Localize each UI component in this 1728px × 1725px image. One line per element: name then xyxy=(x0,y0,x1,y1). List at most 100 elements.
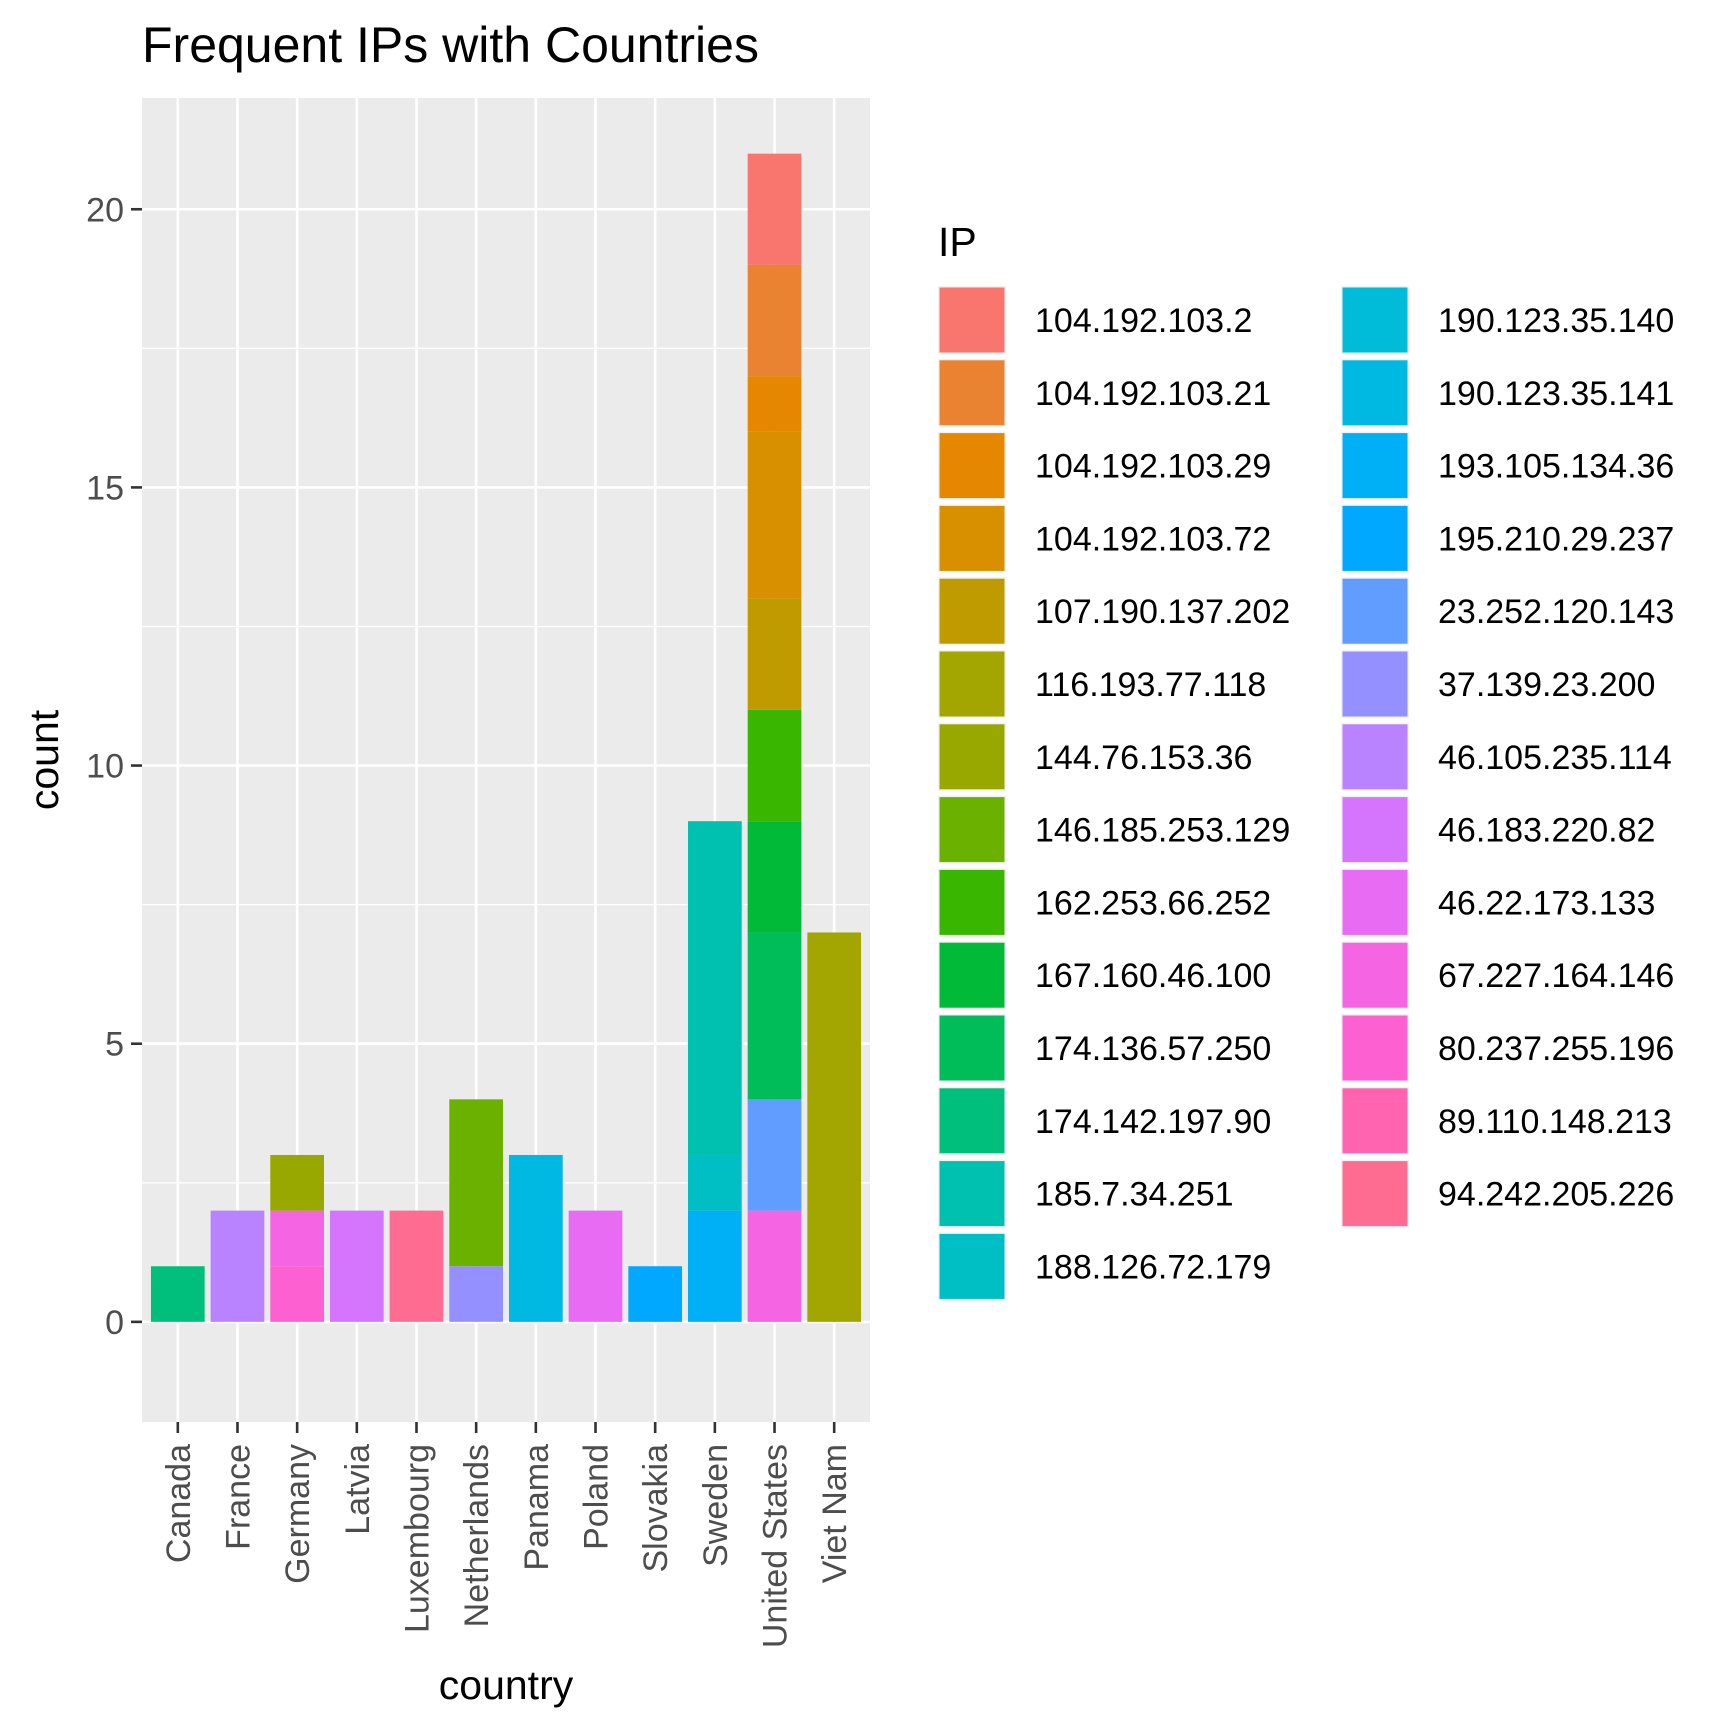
x-axis: Canada France Germany Latvia Luxembourg Nethe… xyxy=(160,1422,854,1648)
legend-swatch xyxy=(939,942,1005,1008)
bar-segment xyxy=(747,264,802,377)
legend-swatch xyxy=(1342,942,1408,1008)
legend-swatch xyxy=(939,869,1005,935)
x-tick-label: Sweden xyxy=(697,1444,735,1567)
legend-label: 46.22.173.133 xyxy=(1438,884,1655,922)
x-tick-label: Panama xyxy=(518,1444,556,1571)
legend-swatch xyxy=(939,578,1005,644)
x-tick-label: United States xyxy=(757,1444,795,1648)
chart-title: Frequent IPs with Countries xyxy=(142,17,759,73)
legend-label: 116.193.77.118 xyxy=(1035,666,1266,704)
legend-swatch xyxy=(1342,360,1408,426)
legend-label: 80.237.255.196 xyxy=(1438,1030,1674,1068)
legend-swatch xyxy=(1342,1161,1408,1227)
legend-label: 23.252.120.143 xyxy=(1438,593,1674,631)
x-tick-label: Luxembourg xyxy=(398,1444,436,1633)
x-tick-label: Poland xyxy=(578,1444,616,1550)
bar-segment xyxy=(747,1210,802,1322)
y-tick-label: 20 xyxy=(86,191,124,229)
legend-swatch xyxy=(939,1088,1005,1154)
bar-segment xyxy=(508,1154,563,1322)
legend-label: 146.185.253.129 xyxy=(1035,812,1290,850)
y-tick-label: 5 xyxy=(105,1026,124,1064)
legend-label: 46.183.220.82 xyxy=(1438,812,1655,850)
bar-segment xyxy=(747,1099,802,1211)
y-axis-title: count xyxy=(21,709,67,810)
legend-swatch xyxy=(1342,1015,1408,1081)
bar-segment xyxy=(449,1266,504,1322)
bar-segment xyxy=(747,376,802,432)
bar-segment xyxy=(688,1154,742,1211)
x-tick-label: Germany xyxy=(279,1444,317,1584)
bar-segment xyxy=(747,431,802,599)
legend-swatch xyxy=(939,797,1005,863)
y-axis: 0 5 10 15 20 xyxy=(86,191,142,1342)
legend-label: 185.7.34.251 xyxy=(1035,1176,1234,1214)
legend-label: 193.105.134.36 xyxy=(1438,448,1674,486)
bar-segment xyxy=(150,1266,205,1322)
legend-label: 190.123.35.141 xyxy=(1438,375,1674,413)
legend-swatch xyxy=(939,505,1005,571)
bar-segment xyxy=(389,1210,444,1322)
legend-swatch xyxy=(939,1015,1005,1081)
legend-label: 107.190.137.202 xyxy=(1035,593,1290,631)
bar-segment xyxy=(329,1210,384,1322)
legend-swatch xyxy=(939,433,1005,499)
bar-segment xyxy=(449,1099,504,1267)
bar-segment xyxy=(210,1210,265,1322)
y-tick-label: 0 xyxy=(105,1304,124,1342)
legend-label: 188.126.72.179 xyxy=(1035,1248,1271,1286)
bar-segment xyxy=(747,932,802,1100)
bar-segment xyxy=(688,1210,742,1322)
bar-segment xyxy=(628,1266,683,1322)
bar-segment xyxy=(270,1154,324,1211)
legend-title: IP xyxy=(938,219,977,265)
legend-label: 89.110.148.213 xyxy=(1438,1103,1672,1141)
legend-swatch xyxy=(1342,797,1408,863)
legend-label: 37.139.23.200 xyxy=(1438,666,1655,704)
bar-segment xyxy=(568,1210,623,1322)
legend-swatch xyxy=(1342,869,1408,935)
x-tick-label: Latvia xyxy=(339,1444,377,1535)
legend-swatch xyxy=(1342,287,1408,353)
legend-swatch xyxy=(939,1161,1005,1227)
legend-label: 104.192.103.72 xyxy=(1035,520,1271,558)
legend-swatch xyxy=(1342,651,1408,717)
legend-label: 67.227.164.146 xyxy=(1438,957,1674,995)
legend-label: 94.242.205.226 xyxy=(1438,1176,1674,1214)
legend-swatch xyxy=(1342,1088,1408,1154)
legend-swatch xyxy=(1342,433,1408,499)
x-axis-title: country xyxy=(439,1662,574,1708)
legend-label: 174.136.57.250 xyxy=(1035,1030,1271,1068)
x-tick-label: France xyxy=(219,1444,257,1550)
legend-swatch xyxy=(939,651,1005,717)
legend-label: 162.253.66.252 xyxy=(1035,884,1271,922)
legend-swatch xyxy=(1342,724,1408,790)
legend-label: 104.192.103.2 xyxy=(1035,302,1252,340)
x-tick-label: Canada xyxy=(160,1444,198,1563)
legend-label: 195.210.29.237 xyxy=(1438,520,1674,558)
y-tick-label: 10 xyxy=(86,748,124,786)
legend: IP 104.192.103.2 104.192.103.21 104.192.10… xyxy=(938,219,1674,1301)
bar-segment xyxy=(807,932,862,1322)
x-tick-label: Slovakia xyxy=(637,1444,675,1573)
bar-segment xyxy=(747,153,802,265)
legend-swatch xyxy=(1342,505,1408,571)
legend-swatch xyxy=(939,1233,1005,1299)
x-tick-label: Viet Nam xyxy=(816,1444,854,1583)
legend-label: 144.76.153.36 xyxy=(1035,739,1252,777)
bar-segment xyxy=(270,1266,324,1322)
bars xyxy=(150,153,862,1322)
bar-segment xyxy=(747,821,802,933)
legend-label: 174.142.197.90 xyxy=(1035,1103,1271,1141)
bar-segment xyxy=(688,821,742,1155)
legend-label: 104.192.103.21 xyxy=(1035,375,1271,413)
legend-label: 104.192.103.29 xyxy=(1035,448,1271,486)
y-tick-label: 15 xyxy=(86,469,124,507)
legend-label: 190.123.35.140 xyxy=(1438,302,1674,340)
legend-label: 46.105.235.114 xyxy=(1438,739,1672,777)
bar-segment xyxy=(747,598,802,710)
legend-swatch xyxy=(939,287,1005,353)
bar-segment xyxy=(270,1210,324,1267)
